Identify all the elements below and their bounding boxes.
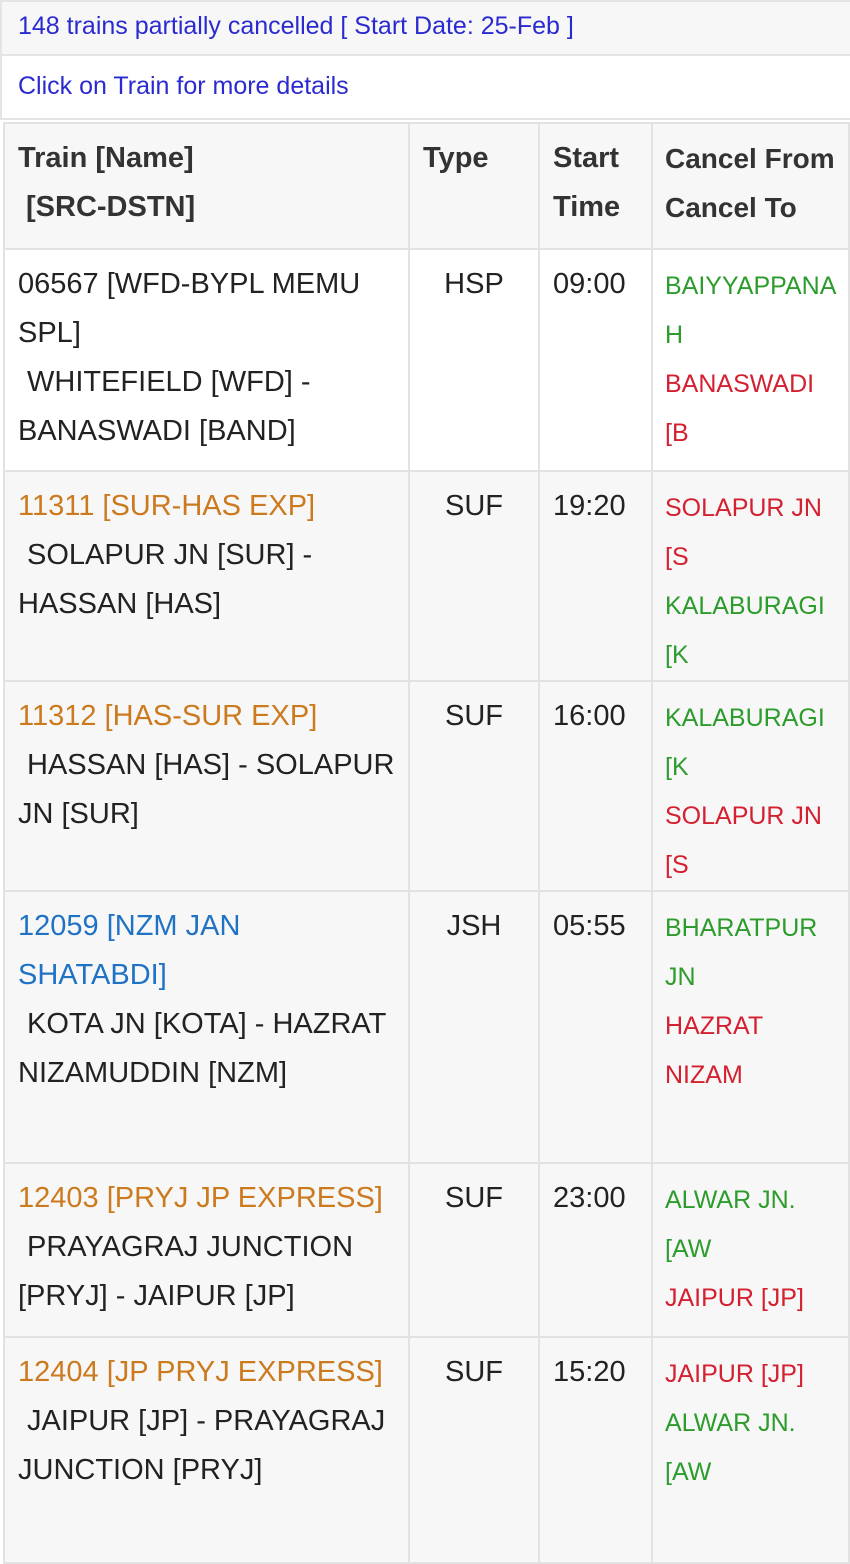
train-type: SUF: [408, 1336, 540, 1564]
table-row[interactable]: 12403 [PRYJ JP EXPRESS] PRAYAGRAJ JUNCTIO…: [3, 1162, 850, 1338]
cancel-stations: ALWAR JN. [AW JAIPUR [JP]: [651, 1162, 850, 1338]
cancel-from: JAIPUR [JP]: [665, 1360, 804, 1388]
cancel-from: SOLAPUR JN [S: [665, 494, 822, 571]
train-cell[interactable]: 12059 [NZM JAN SHATABDI] KOTA JN [KOTA] -…: [3, 890, 410, 1164]
cancelled-trains-table: Train [Name] [SRC-DSTN] Type Start Time Ca…: [3, 122, 850, 1564]
cancel-from: BHARATPUR JN: [665, 914, 818, 991]
train-route: WHITEFIELD [WFD] - BANASWADI [BAND]: [18, 366, 311, 447]
cancel-stations: JAIPUR [JP] ALWAR JN. [AW: [651, 1336, 850, 1564]
train-route: PRAYAGRAJ JUNCTION [PRYJ] - JAIPUR [JP]: [18, 1231, 354, 1312]
train-cell[interactable]: 12403 [PRYJ JP EXPRESS] PRAYAGRAJ JUNCTIO…: [3, 1162, 410, 1338]
cancel-from: BAIYYAPPANAH: [665, 272, 837, 349]
header-type: Type: [408, 122, 540, 250]
train-cell[interactable]: 12404 [JP PRYJ EXPRESS] JAIPUR [JP] - PRA…: [3, 1336, 410, 1564]
train-type: JSH: [408, 890, 540, 1164]
cancel-stations: KALABURAGI [K SOLAPUR JN [S: [651, 680, 850, 892]
cancel-to: ALWAR JN. [AW: [665, 1409, 796, 1486]
table-header-row: Train [Name] [SRC-DSTN] Type Start Time Ca…: [3, 122, 850, 250]
table-row[interactable]: 06567 [WFD-BYPL MEMU SPL] WHITEFIELD [WFD…: [3, 248, 850, 472]
cancellation-summary: 148 trains partially cancelled [ Start D…: [0, 0, 850, 56]
start-time: 19:20: [538, 470, 653, 682]
train-link[interactable]: 11311 [SUR-HAS EXP]: [18, 490, 316, 522]
train-cell[interactable]: 11312 [HAS-SUR EXP] HASSAN [HAS] - SOLAPU…: [3, 680, 410, 892]
train-route: JAIPUR [JP] - PRAYAGRAJ JUNCTION [PRYJ]: [18, 1405, 386, 1486]
train-link[interactable]: 12404 [JP PRYJ EXPRESS]: [18, 1356, 383, 1388]
details-hint: Click on Train for more details: [0, 56, 850, 120]
cancel-from: ALWAR JN. [AW: [665, 1186, 796, 1263]
train-link[interactable]: 12403 [PRYJ JP EXPRESS]: [18, 1182, 383, 1214]
train-type: SUF: [408, 680, 540, 892]
train-cell[interactable]: 11311 [SUR-HAS EXP] SOLAPUR JN [SUR] - HA…: [3, 470, 410, 682]
start-time: 16:00: [538, 680, 653, 892]
train-route: HASSAN [HAS] - SOLAPUR JN [SUR]: [18, 749, 395, 830]
train-link[interactable]: 12059 [NZM JAN SHATABDI]: [18, 910, 241, 991]
train-cell[interactable]: 06567 [WFD-BYPL MEMU SPL] WHITEFIELD [WFD…: [3, 248, 410, 472]
cancel-to: BANASWADI [B: [665, 370, 815, 447]
table-row[interactable]: 11312 [HAS-SUR EXP] HASSAN [HAS] - SOLAPU…: [3, 680, 850, 892]
train-route: KOTA JN [KOTA] - HAZRAT NIZAMUDDIN [NZM]: [18, 1008, 386, 1089]
table-row[interactable]: 11311 [SUR-HAS EXP] SOLAPUR JN [SUR] - HA…: [3, 470, 850, 682]
train-link[interactable]: 06567 [WFD-BYPL MEMU SPL]: [18, 268, 361, 349]
cancel-to: KALABURAGI [K: [665, 592, 825, 669]
header-train: Train [Name] [SRC-DSTN]: [3, 122, 410, 250]
start-time: 05:55: [538, 890, 653, 1164]
start-time: 23:00: [538, 1162, 653, 1338]
table-row[interactable]: 12059 [NZM JAN SHATABDI] KOTA JN [KOTA] -…: [3, 890, 850, 1164]
header-cancel: Cancel From Cancel To: [651, 122, 850, 250]
train-type: SUF: [408, 470, 540, 682]
cancel-to: JAIPUR [JP]: [665, 1284, 804, 1312]
cancel-stations: BAIYYAPPANAH BANASWADI [B: [651, 248, 850, 472]
train-route: SOLAPUR JN [SUR] - HASSAN [HAS]: [18, 539, 313, 620]
table-row[interactable]: 12404 [JP PRYJ EXPRESS] JAIPUR [JP] - PRA…: [3, 1336, 850, 1564]
train-link[interactable]: 11312 [HAS-SUR EXP]: [18, 700, 318, 732]
cancel-stations: BHARATPUR JN HAZRAT NIZAM: [651, 890, 850, 1164]
train-type: HSP: [408, 248, 540, 472]
cancel-from: KALABURAGI [K: [665, 704, 825, 781]
start-time: 15:20: [538, 1336, 653, 1564]
cancel-to: HAZRAT NIZAM: [665, 1012, 763, 1089]
start-time: 09:00: [538, 248, 653, 472]
cancel-to: SOLAPUR JN [S: [665, 802, 822, 879]
cancel-stations: SOLAPUR JN [S KALABURAGI [K: [651, 470, 850, 682]
header-start-time: Start Time: [538, 122, 653, 250]
train-type: SUF: [408, 1162, 540, 1338]
